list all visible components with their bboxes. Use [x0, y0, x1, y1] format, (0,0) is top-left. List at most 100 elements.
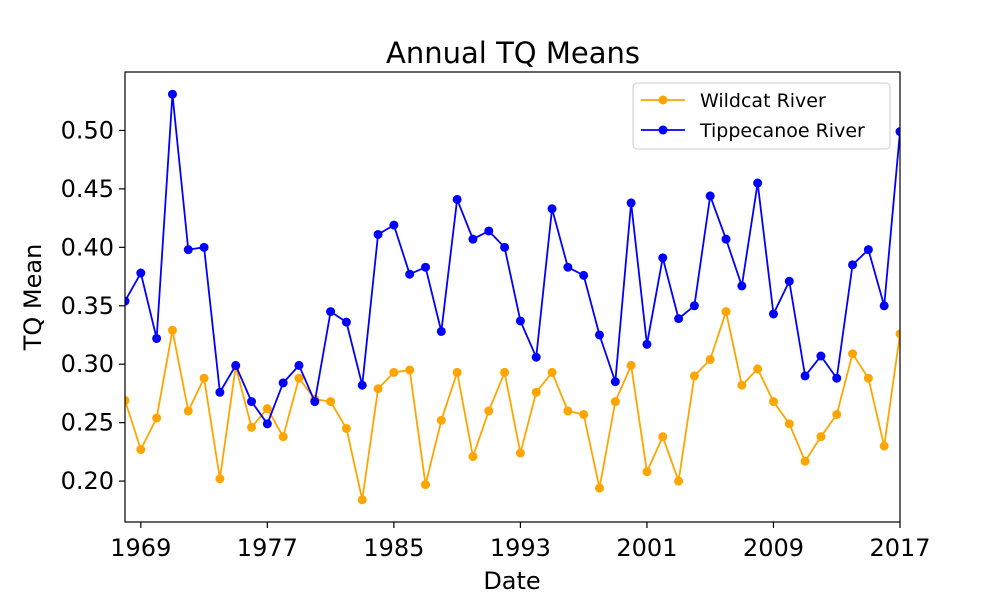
y-tick-label: 0.20: [61, 467, 114, 495]
data-point: [832, 409, 842, 419]
data-point: [753, 364, 763, 374]
data-point: [816, 351, 826, 361]
data-point: [373, 229, 383, 239]
data-point: [642, 339, 652, 349]
data-point: [531, 352, 541, 362]
data-point: [784, 276, 794, 286]
data-point: [784, 419, 794, 429]
data-point: [262, 419, 272, 429]
data-point: [721, 234, 731, 244]
data-point: [800, 456, 810, 466]
data-point: [357, 380, 367, 390]
y-tick-label: 0.35: [61, 292, 114, 320]
data-point: [484, 226, 494, 236]
data-point: [895, 329, 900, 339]
data-point: [167, 325, 177, 335]
data-point: [500, 367, 510, 377]
data-point: [247, 397, 257, 407]
data-point: [848, 349, 858, 359]
legend: Wildcat River Tippecanoe River: [632, 82, 891, 150]
data-point: [262, 404, 272, 414]
y-tick-label: 0.30: [61, 350, 114, 378]
data-point: [167, 89, 177, 99]
data-point: [689, 371, 699, 381]
data-point: [737, 380, 747, 390]
data-point: [389, 220, 399, 230]
data-point: [737, 281, 747, 291]
y-tick-label: 0.40: [61, 233, 114, 261]
data-point: [705, 191, 715, 201]
y-axis: 0.20 0.25 0.30 0.35 0.40 0.45 0.50: [61, 116, 125, 495]
x-tick-label: 2009: [743, 534, 804, 562]
data-point: [547, 204, 557, 214]
data-point: [689, 301, 699, 311]
legend-box: [632, 82, 891, 150]
data-point: [484, 406, 494, 416]
y-tick-label: 0.45: [61, 175, 114, 203]
data-point: [879, 301, 889, 311]
data-point: [531, 387, 541, 397]
data-point: [341, 317, 351, 327]
data-point: [594, 483, 604, 493]
data-point: [610, 397, 620, 407]
data-point: [341, 423, 351, 433]
data-point: [468, 452, 478, 462]
y-axis-title: TQ Mean: [19, 244, 47, 352]
data-point: [658, 432, 668, 442]
data-point: [231, 360, 241, 370]
data-point: [215, 387, 225, 397]
data-point: [278, 378, 288, 388]
data-point: [515, 448, 525, 458]
data-point: [895, 127, 900, 137]
x-axis-title: Date: [483, 567, 540, 595]
data-point: [436, 415, 446, 425]
data-point: [215, 474, 225, 484]
data-point: [405, 269, 415, 279]
data-point: [436, 326, 446, 336]
data-point: [125, 296, 130, 306]
data-point: [642, 467, 652, 477]
data-point: [278, 432, 288, 442]
data-point: [579, 270, 589, 280]
data-point: [610, 377, 620, 387]
data-point: [579, 409, 589, 419]
data-point: [468, 234, 478, 244]
data-point: [800, 371, 810, 381]
data-point: [199, 373, 209, 383]
series-layer: [125, 89, 900, 505]
data-point: [373, 384, 383, 394]
data-point: [563, 262, 573, 272]
data-point: [879, 441, 889, 451]
data-point: [136, 445, 146, 455]
data-point: [247, 422, 257, 432]
data-point: [515, 316, 525, 326]
legend-marker: [658, 125, 668, 135]
series-clip-group: [125, 89, 900, 505]
x-tick-label: 1977: [237, 534, 298, 562]
series-tippecanoe-river: [125, 89, 900, 429]
legend-label: Tippecanoe River: [699, 120, 865, 142]
data-point: [626, 360, 636, 370]
plot-frame: [124, 71, 901, 523]
data-point: [500, 242, 510, 252]
data-point: [199, 242, 209, 252]
y-tick-label: 0.25: [61, 409, 114, 437]
data-point: [389, 367, 399, 377]
data-point: [658, 253, 668, 263]
chart-title: Annual TQ Means: [386, 36, 640, 70]
data-point: [563, 406, 573, 416]
data-point: [421, 262, 431, 272]
data-point: [863, 245, 873, 255]
data-point: [674, 314, 684, 324]
series-wildcat-river: [125, 307, 900, 505]
series-line: [125, 93, 900, 425]
data-point: [152, 333, 162, 343]
x-tick-label: 2001: [616, 534, 677, 562]
data-point: [136, 268, 146, 278]
data-point: [125, 395, 130, 405]
data-point: [183, 406, 193, 416]
data-point: [326, 397, 336, 407]
data-point: [183, 245, 193, 255]
data-point: [674, 476, 684, 486]
data-point: [357, 495, 367, 505]
